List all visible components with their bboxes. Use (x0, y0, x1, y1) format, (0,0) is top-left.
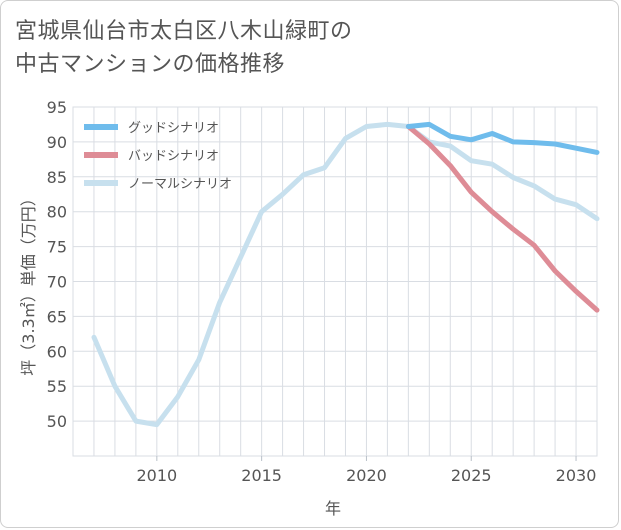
x-tick-label: 2020 (346, 466, 387, 485)
y-axis-label: 坪（3.3㎡）単価（万円） (19, 190, 38, 375)
y-tick-label: 70 (47, 273, 67, 292)
x-tick-label: 2025 (451, 466, 492, 485)
x-tick-label: 2030 (556, 466, 597, 485)
y-tick-label: 50 (47, 412, 67, 431)
x-tick-label: 2015 (241, 466, 282, 485)
chart-title: 宮城県仙台市太白区八木山緑町の 中古マンションの価格推移 (15, 15, 353, 81)
legend-label-0: グッドシナリオ (128, 121, 219, 136)
y-tick-label: 90 (47, 133, 67, 152)
y-tick-label: 80 (47, 203, 67, 222)
legend-label-1: バッドシナリオ (128, 149, 219, 164)
y-tick-label: 65 (47, 307, 67, 326)
series-line-0 (405, 121, 600, 155)
y-tick-label: 55 (47, 377, 67, 396)
y-tick-label: 75 (47, 238, 67, 257)
series-line-2 (91, 121, 600, 428)
legend-label-2: ノーマルシナリオ (128, 177, 232, 192)
chart-title-line1: 宮城県仙台市太白区八木山緑町の (15, 19, 353, 44)
x-tick-label: 2010 (136, 466, 177, 485)
x-axis-label: 年 (325, 499, 341, 518)
y-tick-label: 85 (47, 168, 67, 187)
chart-series-layer (91, 121, 600, 428)
chart-ticks: 50 55 60 65 70 75 80 85 90 95 2010 2015 2020 2025 2030 (47, 98, 597, 485)
chart-title-line2: 中古マンションの価格推移 (15, 52, 286, 77)
y-tick-label: 95 (47, 98, 67, 117)
y-tick-label: 60 (47, 342, 67, 361)
series-line-1 (405, 124, 600, 313)
